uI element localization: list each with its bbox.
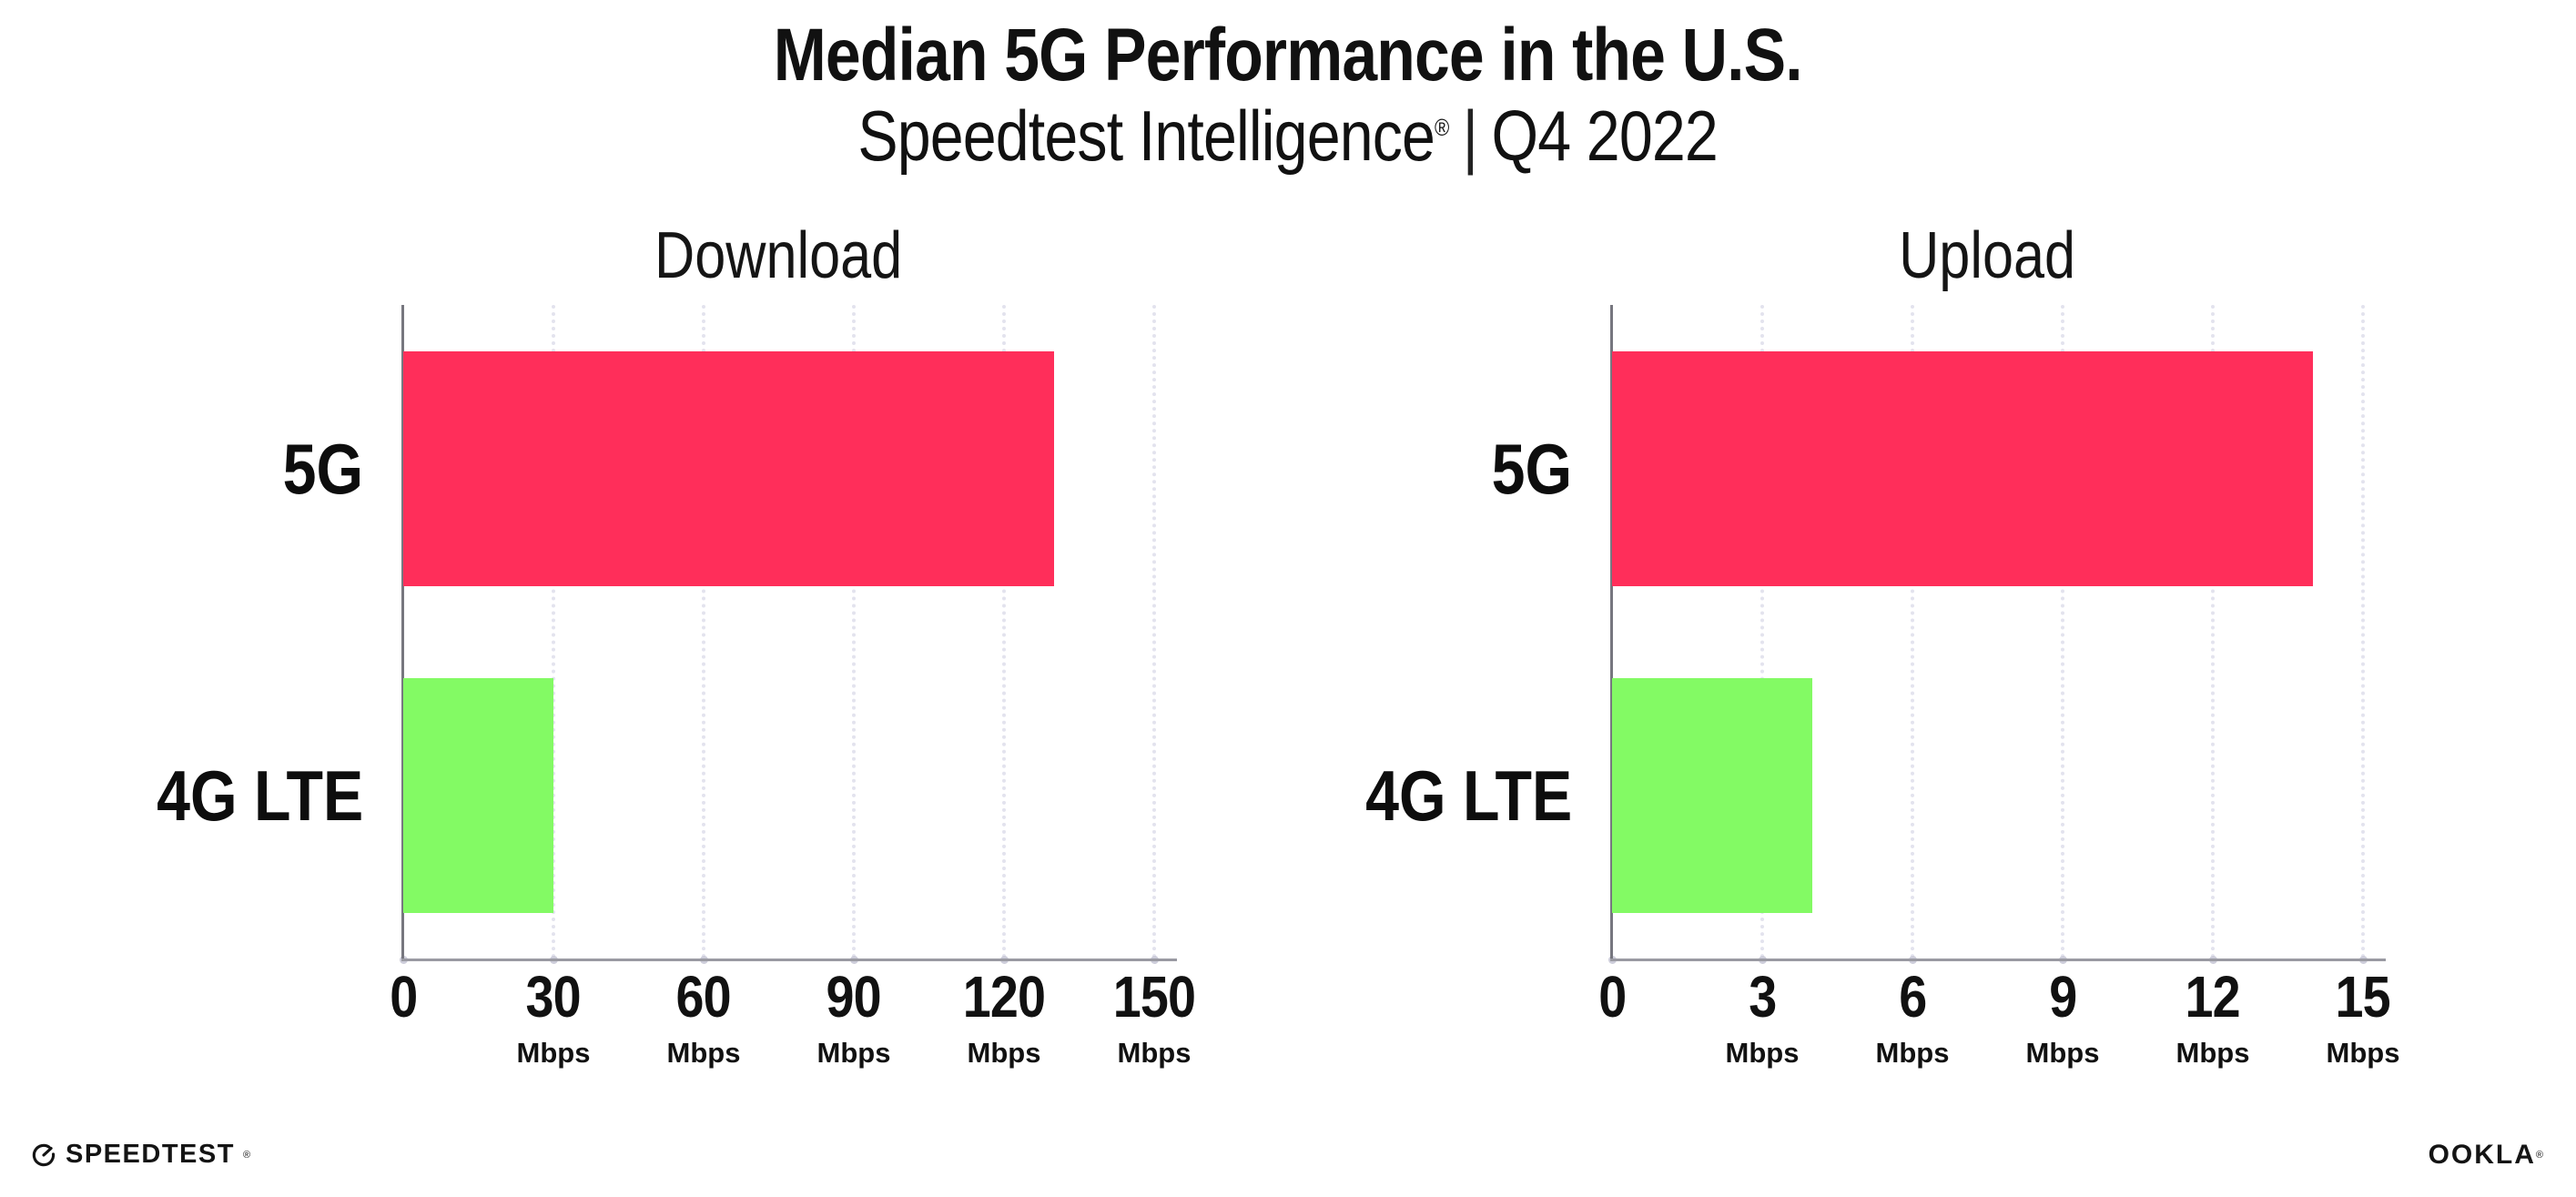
tick-unit: Mbps	[516, 1037, 591, 1069]
tick-value: 3	[1662, 968, 1862, 1026]
x-tick-label-150: 150 Mbps	[1054, 968, 1254, 1067]
tick-value: 60	[603, 968, 804, 1026]
gridline	[852, 305, 856, 959]
upload-chart-title: Upload	[1899, 219, 2076, 292]
tick-value: 150	[1054, 968, 1254, 1026]
x-tick-label-30: 30 Mbps	[453, 968, 654, 1067]
x-axis-line	[401, 959, 1177, 961]
category-label-text: 5G	[1491, 429, 1572, 509]
tick-value: 90	[754, 968, 954, 1026]
speedtest-logo: SPEEDTEST ®	[30, 1140, 250, 1170]
tick-value-text: 12	[2185, 964, 2241, 1030]
y-axis-line	[401, 305, 404, 959]
gridline	[1002, 305, 1006, 959]
speedtest-wordmark: SPEEDTEST	[66, 1140, 235, 1169]
tick-unit: Mbps	[1875, 1037, 1950, 1069]
page-subtitle: Speedtest Intelligence® | Q4 2022	[0, 95, 2576, 178]
page-title: Median 5G Performance in the U.S.	[0, 13, 2576, 98]
tick-unit: Mbps	[1725, 1037, 1800, 1069]
x-tick-label-6: 6 Mbps	[1812, 968, 2013, 1067]
tick-value-text: 120	[962, 964, 1046, 1030]
gridline	[1152, 305, 1156, 959]
tick-value-text: 150	[1112, 964, 1196, 1030]
subtitle-period: Q4 2022	[1491, 96, 1719, 176]
gridline	[1911, 305, 1914, 959]
bar-5g-download	[403, 351, 1054, 586]
tick-unit: Mbps	[2326, 1037, 2400, 1069]
tick-value: 9	[1962, 968, 2163, 1026]
tick-value-text: 30	[525, 964, 582, 1030]
x-tick-label-120: 120 Mbps	[904, 968, 1104, 1067]
tick-unit: Mbps	[2025, 1037, 2100, 1069]
subtitle-separator: |	[1463, 96, 1478, 176]
download-chart-title: Download	[654, 219, 903, 292]
download-plot-area: 5G 4G LTE 0 30 Mbps 60 Mbps 90 Mbps 120 Mbps 150 Mbp…	[157, 305, 1196, 1067]
gridline	[2211, 305, 2215, 959]
bar-4g-lte-upload	[1612, 678, 1812, 913]
tick-value-text: 0	[389, 964, 418, 1030]
x-tick-label-0: 0	[1512, 968, 1712, 1026]
tick-value-text: 9	[2048, 964, 2077, 1030]
gridline	[2361, 305, 2365, 959]
registered-mark-icon: ®	[2535, 1150, 2543, 1161]
ookla-logo: OOKLA ®	[2429, 1140, 2543, 1171]
x-tick-label-60: 60 Mbps	[603, 968, 804, 1067]
tick-unit: Mbps	[967, 1037, 1041, 1069]
tick-value: 30	[453, 968, 654, 1026]
category-label-text: 4G LTE	[156, 756, 363, 836]
tick-value-text: 15	[2335, 964, 2391, 1030]
x-axis-line	[1610, 959, 2386, 961]
tick-value-text: 6	[1898, 964, 1927, 1030]
tick-value-text: 60	[675, 964, 732, 1030]
category-label-4g-lte: 4G LTE	[1281, 760, 1612, 831]
x-tick-label-0: 0	[303, 968, 503, 1026]
speedtest-gauge-icon	[32, 1143, 56, 1166]
x-tick-label-9: 9 Mbps	[1962, 968, 2163, 1067]
category-label-text: 4G LTE	[1364, 756, 1572, 836]
bar-5g-upload	[1612, 351, 2313, 586]
gridline	[702, 305, 705, 959]
x-tick-label-90: 90 Mbps	[754, 968, 954, 1067]
tick-value: 120	[904, 968, 1104, 1026]
gridline	[1760, 305, 1764, 959]
tick-value: 0	[1512, 968, 1712, 1026]
upload-plot-area: 5G 4G LTE 0 3 Mbps 6 Mbps 9 Mbps 12 Mbps 15 Mbps	[1365, 305, 2399, 1067]
x-tick-label-3: 3 Mbps	[1662, 968, 1862, 1067]
bar-4g-lte-download	[403, 678, 553, 913]
page-title-text: Median 5G Performance in the U.S.	[773, 14, 1803, 96]
category-label-5g: 5G	[72, 433, 403, 504]
tick-value: 15	[2263, 968, 2463, 1026]
registered-mark-icon: ®	[1435, 114, 1449, 141]
tick-value: 12	[2113, 968, 2313, 1026]
tick-value: 6	[1812, 968, 2013, 1026]
gauge-needle	[42, 1146, 53, 1157]
x-tick-label-15: 15 Mbps	[2263, 968, 2463, 1067]
tick-value: 0	[303, 968, 503, 1026]
tick-unit: Mbps	[816, 1037, 891, 1069]
category-label-text: 5G	[282, 429, 363, 509]
gridline	[552, 305, 555, 959]
category-label-4g-lte: 4G LTE	[72, 760, 403, 831]
tick-unit: Mbps	[666, 1037, 741, 1069]
tick-unit: Mbps	[2175, 1037, 2250, 1069]
gridline	[2061, 305, 2064, 959]
subtitle-brand: Speedtest Intelligence	[857, 96, 1436, 176]
category-label-5g: 5G	[1281, 433, 1612, 504]
x-tick-label-12: 12 Mbps	[2113, 968, 2313, 1067]
tick-value-text: 90	[826, 964, 882, 1030]
tick-value-text: 3	[1748, 964, 1777, 1030]
ookla-wordmark: OOKLA	[2428, 1140, 2536, 1170]
tick-value-text: 0	[1597, 964, 1627, 1030]
registered-mark-icon: ®	[242, 1149, 251, 1161]
y-axis-line	[1610, 305, 1613, 959]
tick-unit: Mbps	[1117, 1037, 1192, 1069]
